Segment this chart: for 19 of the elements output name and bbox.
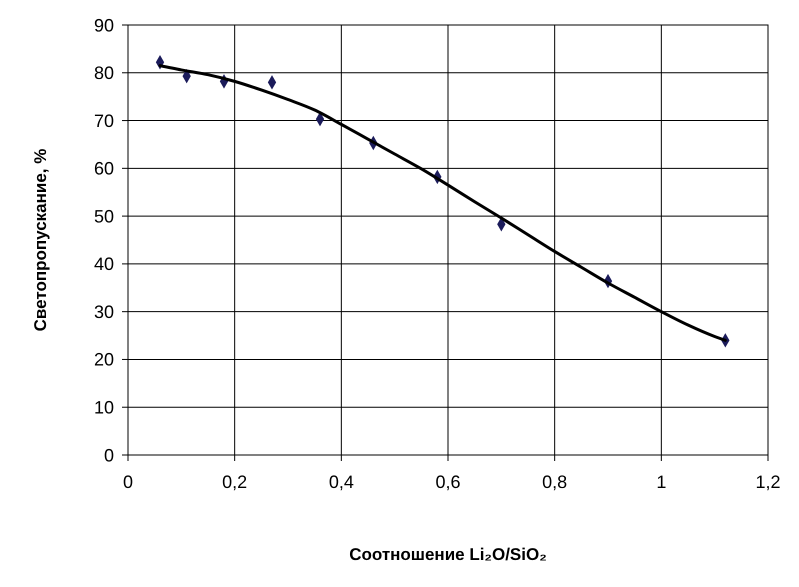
y-tick-label: 90 <box>94 15 114 36</box>
y-tick-label: 80 <box>94 63 114 84</box>
y-tick-label: 30 <box>94 302 114 322</box>
x-axis-title: Соотношение Li₂O/SiO₂ <box>349 545 547 564</box>
x-tick-label: 0,2 <box>222 472 248 492</box>
x-tick-label: 1 <box>656 472 666 492</box>
x-tick-label: 0,8 <box>542 472 568 492</box>
x-tick-label: 0,6 <box>435 472 461 492</box>
x-tick-label: 1,2 <box>755 472 781 492</box>
x-tick-label: 0 <box>122 472 134 492</box>
y-tick-label: 60 <box>94 158 114 179</box>
y-tick-label: 50 <box>94 206 114 226</box>
x-tick-label: 0,4 <box>328 472 354 492</box>
y-axis-title: Светопропускание, % <box>31 148 50 332</box>
y-tick-label: 70 <box>94 110 114 131</box>
y-tick-label: 20 <box>94 350 114 370</box>
y-tick-label: 40 <box>94 254 114 274</box>
y-tick-label: 0 <box>104 445 114 466</box>
y-tick-label: 10 <box>94 398 114 418</box>
